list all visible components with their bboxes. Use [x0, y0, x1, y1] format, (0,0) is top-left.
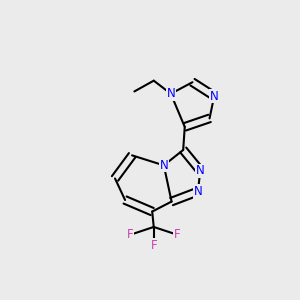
- Text: N: N: [196, 164, 205, 177]
- Text: F: F: [150, 239, 157, 252]
- Text: N: N: [160, 159, 168, 172]
- Text: F: F: [127, 228, 134, 241]
- Text: N: N: [194, 185, 202, 198]
- Text: N: N: [210, 90, 219, 103]
- Text: F: F: [174, 228, 180, 241]
- Text: N: N: [167, 87, 175, 100]
